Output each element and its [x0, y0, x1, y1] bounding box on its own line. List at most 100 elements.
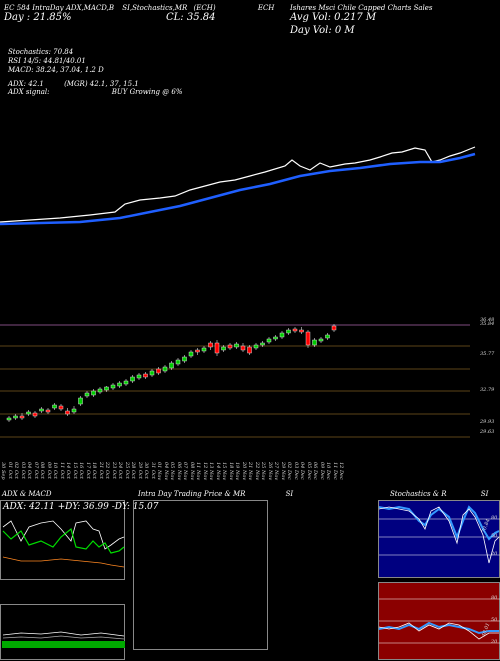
adx-readout: ADX: 42.1 (MGR) 42.1, 37, 15.1 — [8, 80, 139, 88]
rsi-blue-line — [378, 621, 499, 635]
date-label: 26 Nov — [266, 462, 273, 481]
intra-si-text: SI — [285, 490, 294, 498]
candle-body — [91, 390, 96, 396]
axis-label-top: 36.48 — [480, 317, 495, 323]
candle-body — [286, 329, 291, 334]
adx-panel-title: ADX & MACD — [2, 490, 52, 498]
mgr-label: (MGR) 42.1, 37, 15.1 — [64, 80, 139, 88]
date-label: 30 Oct — [143, 462, 149, 479]
candle-body — [195, 349, 200, 353]
stoch-label-80: 80 — [491, 515, 498, 521]
date-label: 22 Oct — [104, 462, 110, 479]
candle-body — [253, 344, 259, 349]
candle-body — [227, 344, 233, 349]
date-label: 12 Dec — [338, 462, 344, 480]
date-label: 21 Oct — [97, 462, 104, 479]
candle-body — [110, 384, 116, 389]
rsi-label-80: 80 — [491, 595, 498, 601]
candle-body — [130, 376, 135, 382]
date-label: 27 Nov — [273, 462, 279, 481]
company-name: Ishares Msci Chile Capped — [290, 4, 386, 12]
date-label: 10 Dec — [325, 462, 331, 480]
date-label: 30 Sep — [0, 462, 6, 480]
header-line2: Day : 21.85% — [4, 12, 72, 23]
header-title-a: EC 584 IntraDay ADX,MACD,B — [4, 4, 115, 12]
candle-body — [13, 415, 18, 419]
company-sales: Charts Sales — [387, 4, 433, 12]
date-label: 14 Oct — [65, 462, 71, 479]
date-label: 23 Oct — [110, 462, 117, 479]
buy-signal: BUY Growing @ 6% — [111, 88, 183, 96]
candle-body — [208, 342, 213, 348]
rsi-lines — [378, 598, 500, 644]
candle-body — [71, 408, 77, 413]
date-label: 11 Dec — [331, 462, 338, 480]
candle-body — [78, 397, 83, 405]
header-company: Ishares Msci Chile Capped Charts Sales — [290, 4, 490, 12]
intra-title-text: Intra Day Trading Price & MR — [138, 490, 246, 498]
candle-body — [149, 370, 155, 376]
candle-body — [305, 331, 311, 346]
date-label: 25 Nov — [260, 462, 266, 481]
date-label: 01 Oct — [6, 462, 13, 479]
candle-body — [279, 332, 285, 338]
adx-signal-label: ADX signal: — [8, 88, 50, 96]
adx-values: ADX: 42.11 +DY: 36.99 -DY: 15.07 — [3, 502, 159, 512]
header-line1: EC 584 IntraDay ADX,MACD,B SI,Stochastic… — [4, 4, 274, 12]
rsi-panel: 80 50 20 40.01 — [378, 582, 500, 660]
candle-body — [39, 408, 44, 412]
candle-body — [136, 374, 142, 379]
candle-body — [273, 336, 278, 340]
macd-white-line — [2, 631, 125, 637]
candle-body — [247, 346, 252, 354]
candle-body — [266, 338, 272, 343]
stoch-white-line — [378, 506, 500, 564]
stoch-label-20: 20 — [491, 551, 498, 557]
stoch-label-50: 50 — [491, 533, 498, 539]
date-label: 24 Oct — [117, 462, 123, 479]
day-vol-value: Day Vol: 0 M — [290, 25, 355, 36]
stochastics-readout: Stochastics: 70.84 — [8, 48, 74, 56]
candle-body — [6, 417, 12, 421]
date-label: 01 Nov — [156, 462, 162, 481]
date-label: 09 Dec — [318, 462, 325, 480]
candle-body — [104, 386, 109, 391]
candle-body — [188, 351, 194, 357]
candle-body — [19, 415, 25, 419]
stoch-lines — [378, 505, 500, 564]
candle-body — [260, 342, 265, 346]
date-label: 11 Nov — [195, 462, 201, 481]
candle-body — [312, 339, 317, 346]
date-label: 02 Dec — [286, 462, 292, 480]
day-change: 21.85% — [33, 12, 72, 23]
rsi-readout: RSI 14/5: 44.81/40.01 — [8, 57, 86, 65]
rsi-label-50: 50 — [491, 617, 498, 623]
macd-lines — [2, 631, 125, 648]
date-label: 03 Oct — [19, 462, 26, 479]
date-label: 03 Dec — [292, 462, 299, 480]
candle-body — [143, 373, 148, 378]
axis-label-1: 35.77 — [480, 351, 495, 357]
adx-lines — [2, 520, 125, 568]
date-label: 08 Nov — [188, 462, 195, 481]
date-label: 04 Oct — [26, 462, 32, 479]
close-value: CL: 35.84 — [166, 12, 216, 23]
axis-label-4: 29.63 — [480, 429, 495, 435]
rsi-white-line — [378, 622, 499, 640]
macd-readout: MACD: 38.24, 37.04, 1.2 D — [8, 66, 104, 74]
date-label: 07 Oct — [32, 462, 39, 479]
candle-body — [26, 411, 31, 415]
candle-body — [175, 359, 181, 365]
date-label: 18 Nov — [227, 462, 234, 481]
stoch-title-text: Stochastics & R — [390, 490, 447, 498]
date-label: 21 Nov — [247, 462, 253, 481]
stochastics-panel: 80 50 20 70.84 — [378, 500, 500, 578]
adx-green-line — [2, 527, 125, 554]
moving-average-line — [0, 152, 476, 226]
date-label: 29 Nov — [279, 462, 286, 481]
day-prefix: Day : — [4, 12, 31, 23]
date-label: 04 Dec — [299, 462, 305, 480]
date-label: 02 Oct — [13, 462, 19, 479]
adx-label: ADX: 42.1 — [8, 80, 44, 88]
